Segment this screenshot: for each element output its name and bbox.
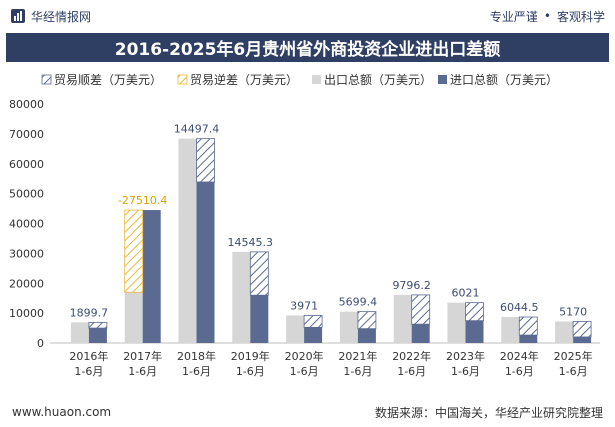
deficit-bar <box>124 209 144 293</box>
x-tick-label-period: 1-6月 <box>397 365 426 378</box>
bars-group <box>70 138 592 343</box>
x-tick-label-year: 2023年 <box>446 349 485 363</box>
legend-swatch-export <box>312 75 321 84</box>
balance-label: 14497.4 <box>174 123 220 136</box>
y-tick-label: 0 <box>37 337 44 350</box>
import-bar <box>142 210 161 343</box>
export-bar <box>178 138 197 343</box>
brand-logo-icon <box>11 9 25 23</box>
surplus-bar <box>572 321 592 338</box>
y-tick-label: 10000 <box>9 307 44 320</box>
export-bar <box>393 294 412 343</box>
slogan-left: 专业严谨 <box>489 9 538 24</box>
x-tick-label-period: 1-6月 <box>343 365 372 378</box>
x-tick-label-period: 1-6月 <box>290 365 319 378</box>
legend-label-import: 进口总额（万美元） <box>450 73 558 87</box>
import-bar <box>357 328 376 343</box>
import-bar <box>519 335 538 343</box>
balance-label: 5170 <box>559 305 587 318</box>
x-tick-label-year: 2017年 <box>123 349 162 363</box>
surplus-bar <box>249 251 269 296</box>
top-bar: 华经情报网 专业严谨 • 客观科学 <box>0 0 615 32</box>
chart-title: 2016-2025年6月贵州省外商投资企业进出口差额 <box>114 40 501 60</box>
y-tick-label: 70000 <box>9 128 44 141</box>
import-bar <box>465 320 484 343</box>
surplus-bar <box>88 321 108 329</box>
import-bar <box>250 295 269 343</box>
x-tick-label-period: 1-6月 <box>74 365 103 378</box>
legend-swatch-deficit <box>177 74 188 85</box>
y-tick-label: 50000 <box>9 188 44 201</box>
balance-label: 3971 <box>290 300 318 313</box>
brand-name: 华经情报网 <box>31 9 92 24</box>
export-bar <box>286 315 305 343</box>
balance-label: 5699.4 <box>339 296 378 309</box>
import-bar <box>573 336 592 343</box>
y-tick-label: 40000 <box>9 218 44 231</box>
chart-legend: 贸易顺差（万美元） 贸易逆差（万美元） 出口总额（万美元） 进口总额（万美元） <box>41 72 558 87</box>
y-axis: 0 10000 20000 30000 40000 50000 60000 70000 8000… <box>9 98 600 350</box>
surplus-bar <box>196 138 215 183</box>
footer-website[interactable]: www.huaon.com <box>12 405 112 419</box>
chart-title-bar: 2016-2025年6月贵州省外商投资企业进出口差额 <box>6 33 609 62</box>
export-bar <box>232 251 251 343</box>
x-tick-label-year: 2019年 <box>231 349 270 363</box>
footer: www.huaon.com 数据来源：中国海关，华经产业研究院整理 <box>0 397 615 427</box>
x-tick-label-period: 1-6月 <box>236 365 265 378</box>
x-tick-label-year: 2025年 <box>554 349 593 363</box>
x-tick-label-year: 2020年 <box>285 349 324 363</box>
slogan-right: 客观科学 <box>556 9 605 24</box>
x-axis: 2016年 1-6月 2017年 1-6月 2018年 1-6月 2019年 1-6月 2020… <box>69 349 592 378</box>
x-tick-label-year: 2021年 <box>338 349 377 363</box>
x-tick-label-year: 2024年 <box>500 349 539 363</box>
legend-swatch-surplus <box>41 74 52 85</box>
y-tick-label: 20000 <box>9 277 44 290</box>
export-bar <box>70 322 89 343</box>
x-tick-label-year: 2016年 <box>69 349 108 363</box>
balance-label: 6044.5 <box>500 301 539 314</box>
import-bar <box>196 181 215 343</box>
x-tick-label-period: 1-6月 <box>128 365 157 378</box>
export-bar <box>447 302 466 343</box>
export-bar <box>555 321 574 343</box>
import-bar <box>411 324 430 343</box>
import-bar <box>304 327 323 343</box>
x-tick-label-period: 1-6月 <box>559 365 588 378</box>
balance-label: -27510.4 <box>118 194 167 207</box>
footer-source: 数据来源：中国海关，华经产业研究院整理 <box>374 405 603 420</box>
surplus-bar <box>303 315 323 328</box>
x-tick-label-year: 2018年 <box>177 349 216 363</box>
surplus-bar <box>357 311 377 330</box>
x-tick-label-period: 1-6月 <box>451 365 480 378</box>
legend-label-surplus: 贸易顺差（万美元） <box>54 73 162 87</box>
import-bar <box>88 328 107 343</box>
export-bar <box>124 292 143 343</box>
surplus-bar <box>465 302 484 322</box>
balance-label: 1899.7 <box>70 306 109 319</box>
export-bar <box>501 317 520 343</box>
balance-label: 9796.2 <box>392 279 431 292</box>
surplus-bar <box>411 294 431 325</box>
x-tick-label-period: 1-6月 <box>182 365 211 378</box>
legend-swatch-import <box>438 75 447 84</box>
slogan-separator: • <box>543 9 551 23</box>
y-tick-label: 80000 <box>9 98 44 111</box>
balance-label: 14545.3 <box>228 236 274 249</box>
y-tick-label: 60000 <box>9 158 44 171</box>
slogan: 专业严谨 • 客观科学 <box>490 8 605 25</box>
surplus-bar <box>518 316 538 336</box>
legend-label-export: 出口总额（万美元） <box>324 73 432 87</box>
x-tick-label-period: 1-6月 <box>505 365 534 378</box>
y-tick-label: 30000 <box>9 247 44 260</box>
balance-label: 6021 <box>452 287 480 300</box>
data-labels: 1899.7 -27510.4 14497.4 14545.3 3971 5699.4 97… <box>70 123 587 320</box>
x-tick-label-year: 2022年 <box>392 349 431 363</box>
export-bar <box>339 311 358 343</box>
brand[interactable]: 华经情报网 <box>10 8 91 25</box>
legend-label-deficit: 贸易逆差（万美元） <box>190 72 298 87</box>
